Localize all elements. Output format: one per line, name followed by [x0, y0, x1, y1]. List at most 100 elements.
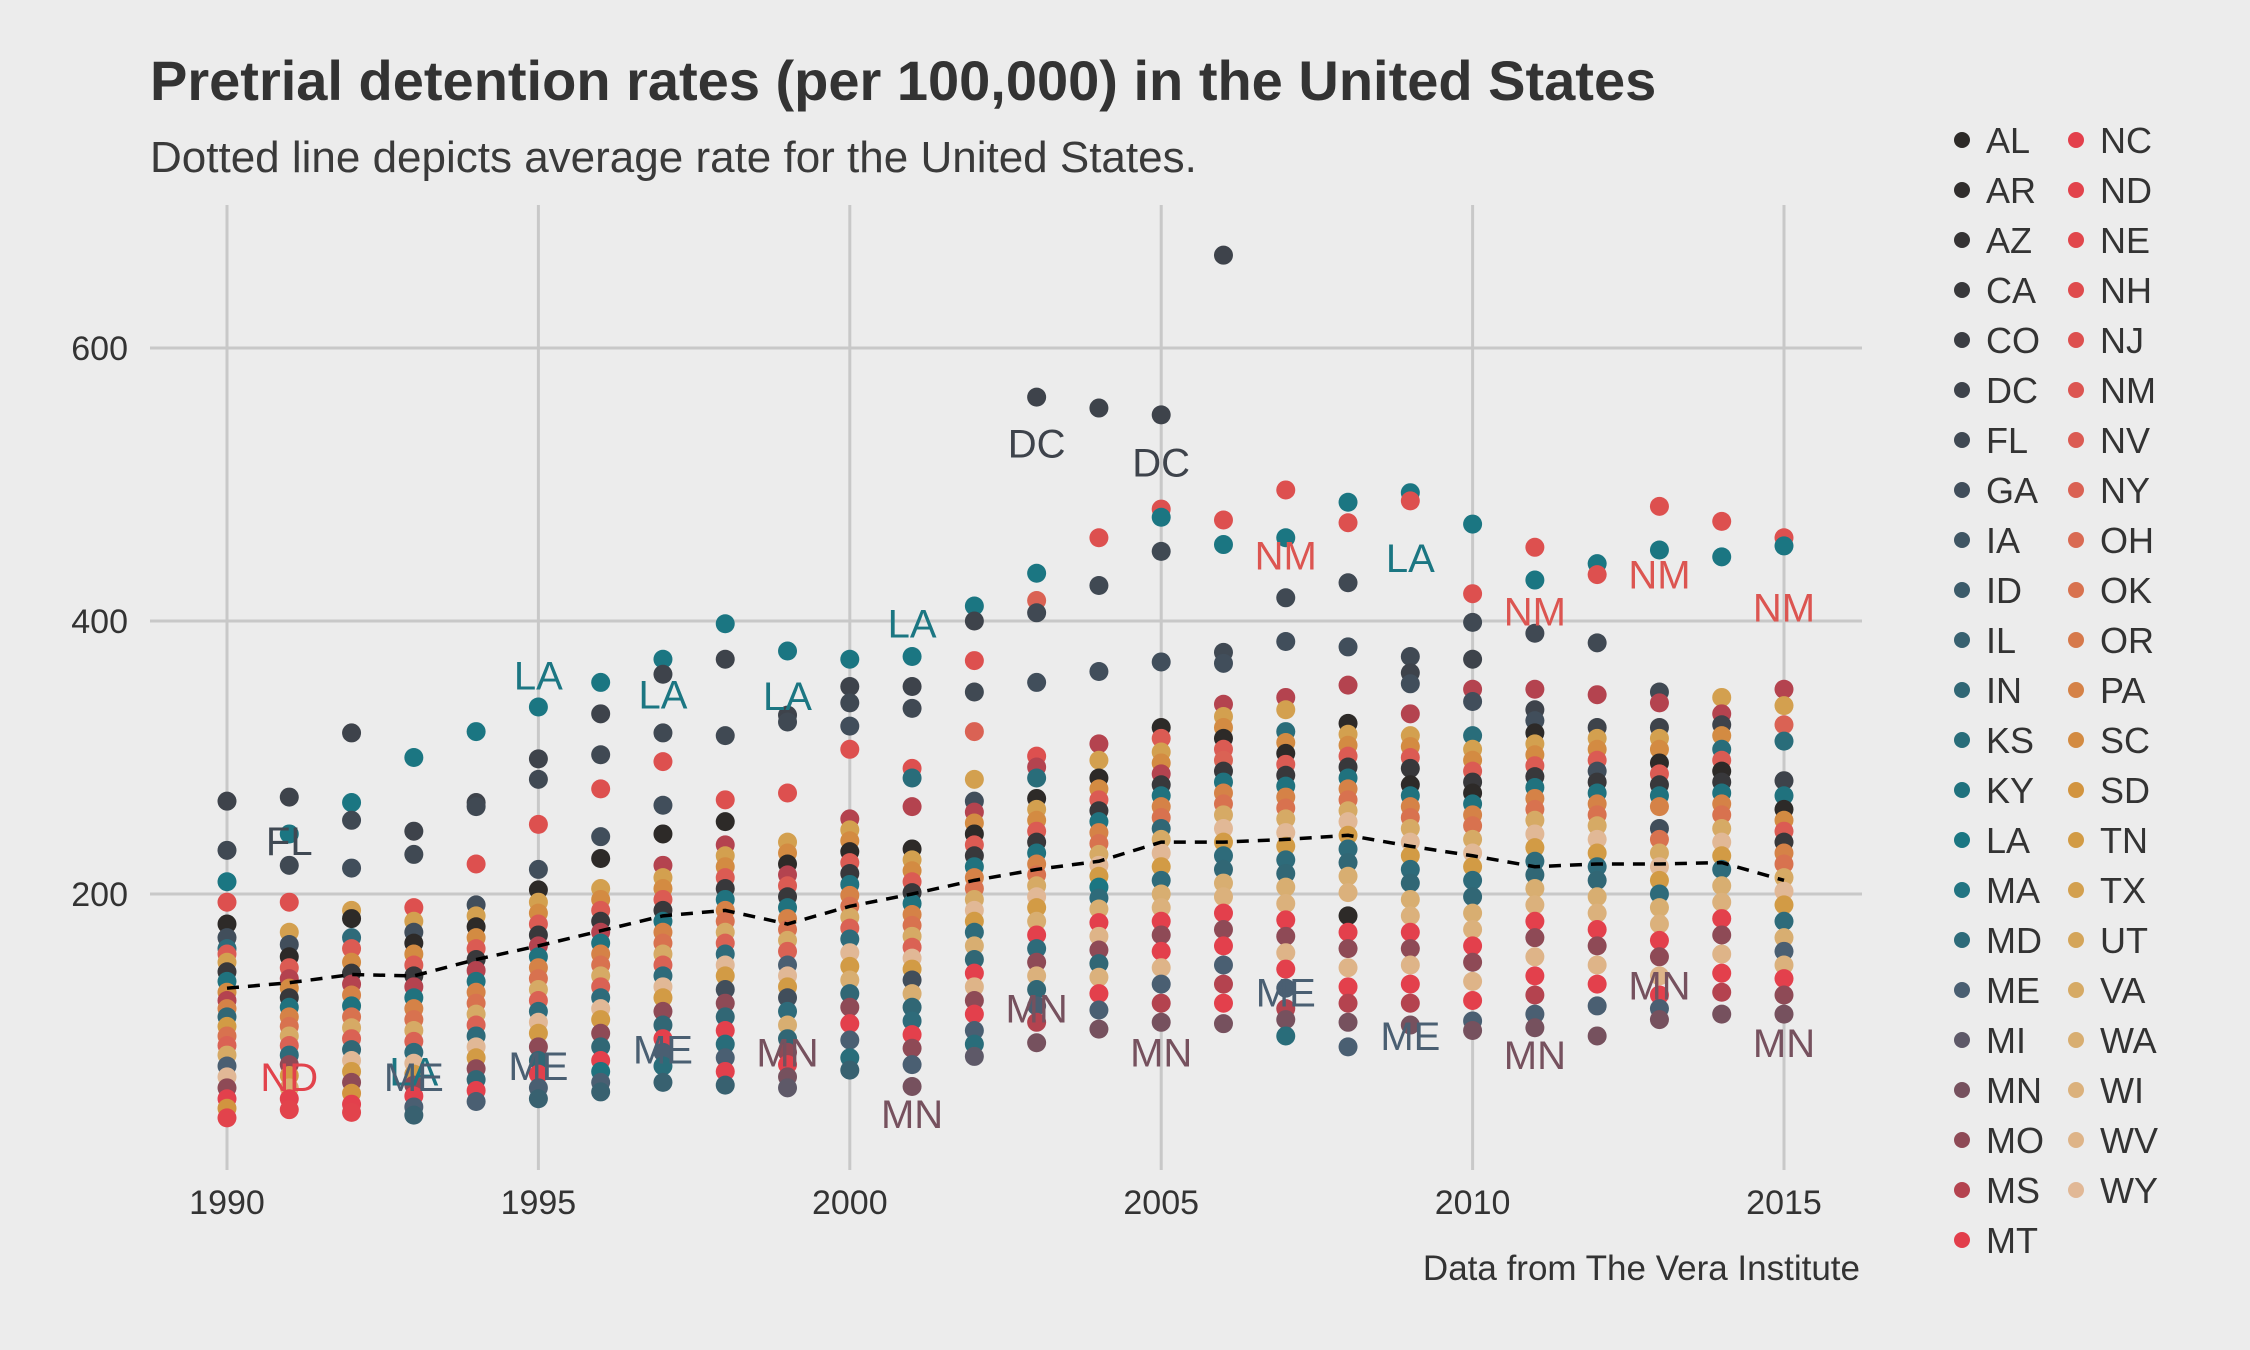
x-axis: 1990 1995 2000 2005 2010 2015 — [189, 1184, 1822, 1222]
legend-label-co: CO — [1986, 320, 2040, 361]
data-point-nc — [1400, 974, 1420, 994]
legend-key-il — [1954, 632, 1970, 648]
data-point-nj — [1463, 584, 1483, 604]
data-point-ok — [1774, 854, 1794, 874]
data-point-fl — [528, 769, 548, 789]
data-point-nc — [902, 1025, 922, 1045]
data-point-me — [1213, 955, 1233, 975]
data-point-nc — [1213, 993, 1233, 1013]
data-point-nj — [778, 783, 798, 803]
x-tick-label: 2005 — [1123, 1184, 1199, 1222]
legend-key-ar — [1954, 182, 1970, 198]
legend-label-mn: MN — [1986, 1070, 2042, 1111]
legend-label-wv: WV — [2100, 1120, 2158, 1161]
data-point-md — [1649, 884, 1669, 904]
legend-key-ia — [1954, 532, 1970, 548]
data-point-ms — [1400, 993, 1420, 1013]
data-point-sc — [1712, 726, 1732, 746]
data-point-in — [1587, 870, 1607, 890]
data-point-mn — [1276, 1010, 1296, 1030]
data-point-tn — [528, 1023, 548, 1043]
data-point-ga — [1338, 637, 1358, 657]
data-point-md — [1587, 857, 1607, 877]
legend-key-mi — [1954, 1032, 1970, 1048]
data-point-nv — [1151, 728, 1171, 748]
data-point-in — [902, 997, 922, 1017]
data-point-me — [1774, 941, 1794, 961]
data-point-dc — [902, 677, 922, 697]
data-point-wi — [1338, 883, 1358, 903]
data-point-me — [653, 1042, 673, 1062]
data-point-wi — [1587, 903, 1607, 923]
legend-label-wy: WY — [2100, 1170, 2158, 1211]
annotation-la: LA — [389, 1050, 438, 1094]
data-point-fl — [653, 723, 673, 743]
legend-key-mt — [1954, 1232, 1970, 1248]
data-point-nc — [1463, 990, 1483, 1010]
data-point-ms — [1587, 685, 1607, 705]
data-point-la — [1151, 507, 1171, 527]
data-point-mo — [1027, 952, 1047, 972]
data-point-la — [964, 596, 984, 616]
data-point-me — [964, 1021, 984, 1040]
data-point-me — [1276, 978, 1296, 998]
data-point-fl — [466, 797, 486, 817]
data-point-wi — [1089, 967, 1109, 987]
data-point-ms — [1649, 693, 1669, 713]
annotation-mn: MN — [1753, 1022, 1815, 1066]
legend-key-wy — [2068, 1182, 2084, 1198]
data-point-ms — [1525, 985, 1545, 1005]
legend-key-ma — [1954, 882, 1970, 898]
data-point-wv — [1463, 971, 1483, 991]
annotation-nd: ND — [260, 1056, 318, 1100]
data-point-mo — [1089, 940, 1109, 960]
data-point-nc — [1151, 911, 1171, 931]
data-point-tn — [1774, 895, 1794, 915]
data-point-la — [217, 872, 237, 892]
data-point-wv — [1400, 955, 1420, 975]
data-point-mn — [1089, 1019, 1109, 1039]
legend-key-al — [1954, 132, 1970, 148]
data-point-nj — [1400, 491, 1420, 511]
data-point-ks — [715, 1034, 735, 1054]
data-point-fl — [1338, 573, 1358, 593]
legend-key-id — [1954, 582, 1970, 598]
legend-label-nm: NM — [2100, 370, 2156, 411]
data-point-wi — [1649, 914, 1669, 934]
data-point-il — [715, 1075, 735, 1095]
legend-label-wa: WA — [2100, 1020, 2157, 1061]
data-point-me — [1338, 1037, 1358, 1057]
data-point-nj — [1712, 511, 1732, 531]
legend-key-wa — [2068, 1032, 2084, 1048]
data-point-nd — [342, 1102, 362, 1122]
data-point-mn — [1587, 1026, 1607, 1046]
data-point-mo — [528, 1037, 548, 1057]
data-point-fl — [902, 698, 922, 718]
data-point-tn — [1151, 857, 1171, 877]
legend-label-nd: ND — [2100, 170, 2152, 211]
data-point-wi — [1463, 919, 1483, 939]
data-point-nc — [1276, 959, 1296, 979]
data-point-md — [1027, 939, 1047, 959]
legend-label-ma: MA — [1986, 870, 2040, 911]
data-point-wy — [1151, 843, 1171, 863]
data-point-dc — [1089, 398, 1109, 418]
data-point-mo — [715, 993, 735, 1013]
legend-key-la — [1954, 832, 1970, 848]
data-point-nc — [715, 1021, 735, 1040]
data-point-ga — [1151, 652, 1171, 672]
data-point-tn — [715, 966, 735, 986]
data-point-dc — [1774, 771, 1794, 791]
data-point-wv — [1089, 926, 1109, 946]
data-point-tx — [964, 769, 984, 789]
annotation-me: ME — [1380, 1015, 1440, 1059]
annotation-mn: MN — [1628, 964, 1690, 1008]
data-point-nc — [1338, 977, 1358, 997]
data-point-al — [1338, 906, 1358, 926]
data-point-il — [591, 1082, 611, 1102]
data-point-dc — [528, 749, 548, 769]
data-point-nc — [1712, 963, 1732, 983]
data-point-mo — [1712, 925, 1732, 945]
data-point-nj — [1338, 513, 1358, 533]
